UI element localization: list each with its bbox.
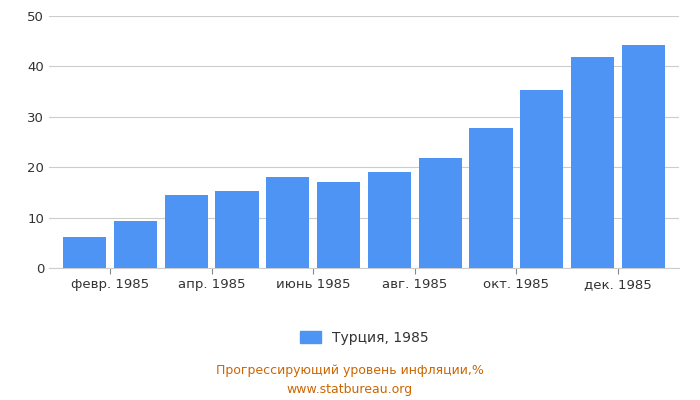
Bar	[317, 182, 360, 268]
Bar	[368, 172, 411, 268]
Bar	[216, 191, 258, 268]
Bar	[419, 158, 462, 268]
Bar	[520, 90, 564, 268]
Legend: Турция, 1985: Турция, 1985	[294, 325, 434, 350]
Bar	[622, 45, 665, 268]
Bar	[571, 57, 614, 268]
Bar	[266, 177, 309, 268]
Bar	[164, 196, 208, 268]
Bar	[63, 237, 106, 268]
Text: Прогрессирующий уровень инфляции,%
www.statbureau.org: Прогрессирующий уровень инфляции,% www.s…	[216, 364, 484, 396]
Bar	[470, 128, 512, 268]
Bar	[114, 221, 157, 268]
